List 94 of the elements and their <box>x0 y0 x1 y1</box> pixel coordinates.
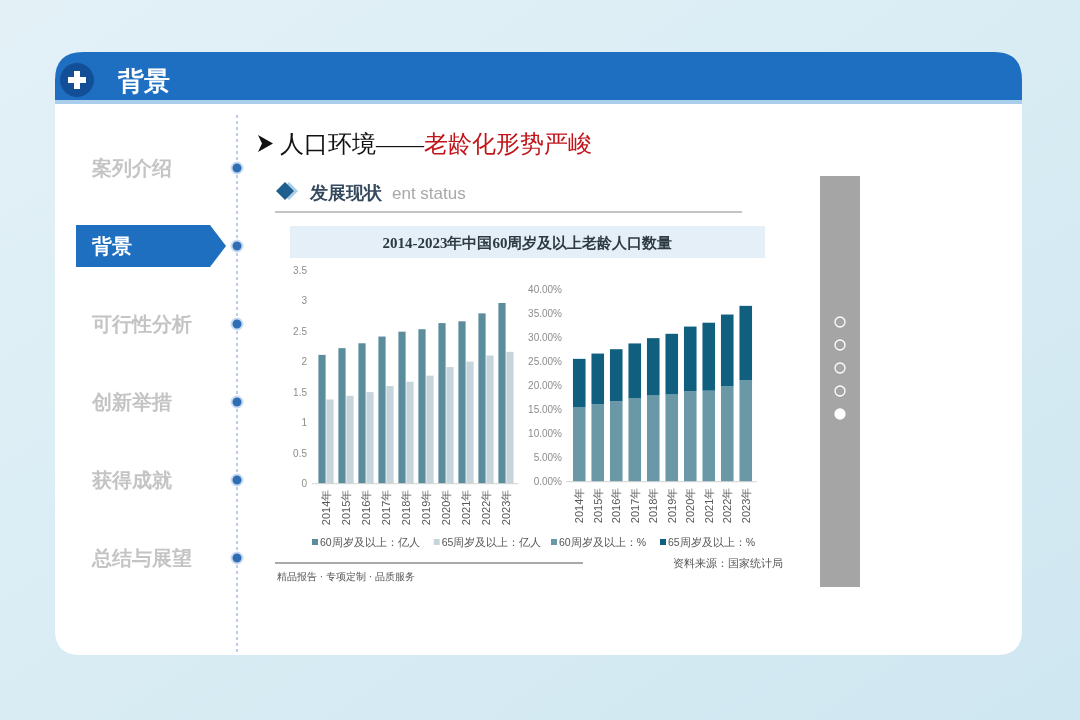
x-tick-label: 2017年 <box>628 487 641 524</box>
bar <box>398 331 406 484</box>
bar <box>478 313 486 484</box>
y-tick-label: 1.5 <box>293 386 308 398</box>
bar <box>646 395 660 482</box>
text: 资料来源：国家统计局 <box>673 557 783 569</box>
text: 背景 <box>91 235 132 257</box>
bar <box>366 392 374 484</box>
bar <box>386 386 394 484</box>
x-tick-label: 2016年 <box>610 487 623 524</box>
x-tick-label: 2019年 <box>665 487 678 524</box>
y-tick-label: 0.00% <box>533 476 563 488</box>
x-tick-label: 2014年 <box>320 489 332 526</box>
y-tick-label: 30.00% <box>528 331 563 343</box>
y-tick-label: 40.00% <box>528 283 563 295</box>
bar <box>609 349 623 402</box>
y-tick-label: 1 <box>301 417 308 429</box>
legend-label: 65周岁及以上：% <box>668 536 756 548</box>
chart-subtitle: 2014-2023年中国60周岁及以上老龄人口数量 <box>382 234 673 251</box>
bar <box>318 354 326 484</box>
bar <box>591 404 605 482</box>
text: 总结与展望 <box>91 547 192 569</box>
bar <box>358 343 366 484</box>
y-tick-label: 0.5 <box>293 447 308 459</box>
bar <box>646 338 660 396</box>
y-tick-label: 2.5 <box>293 325 308 337</box>
y-tick-label: 35.00% <box>528 307 563 319</box>
legend-label: 60周岁及以上：亿人 <box>320 536 420 548</box>
x-tick-label: 2022年 <box>721 487 734 524</box>
y-tick-label: 15.00% <box>528 403 563 415</box>
bar <box>739 305 753 381</box>
bar <box>702 322 716 391</box>
bar <box>572 407 586 482</box>
y-tick-label: 10.00% <box>528 428 563 440</box>
legend-label: 65周岁及以上：亿人 <box>441 536 542 548</box>
x-tick-label: 2020年 <box>440 489 452 526</box>
bar <box>438 323 446 484</box>
y-tick-label: 20.00% <box>528 379 563 391</box>
y-tick-label: 0 <box>301 478 308 490</box>
chart-title: 发展现状 <box>309 183 383 203</box>
x-tick-label: 2021年 <box>702 487 715 524</box>
bar <box>486 355 494 484</box>
bar <box>326 399 334 484</box>
text: 案列介绍 <box>91 157 172 179</box>
x-tick-label: 2018年 <box>647 487 660 524</box>
y-tick-label: 3.5 <box>293 264 308 276</box>
bar <box>446 367 454 484</box>
bar <box>572 358 586 408</box>
text: ent status <box>392 184 466 203</box>
x-tick-label: 2018年 <box>400 489 412 526</box>
bar <box>458 321 466 484</box>
bar <box>378 336 386 484</box>
x-tick-label: 2015年 <box>340 489 352 526</box>
text: 背景 <box>117 67 170 96</box>
bar <box>406 381 414 484</box>
bar <box>498 302 506 484</box>
bar <box>418 329 426 484</box>
text: 创新举措 <box>91 391 172 413</box>
bar <box>338 348 346 484</box>
bar <box>720 314 734 387</box>
y-tick-label: 5.00% <box>533 452 563 464</box>
bar <box>665 394 679 482</box>
text: 可行性分析 <box>91 313 192 335</box>
bar <box>739 380 753 482</box>
bar <box>426 375 434 484</box>
x-tick-label: 2022年 <box>480 489 492 526</box>
x-tick-label: 2014年 <box>573 487 586 524</box>
y-tick-label: 25.00% <box>528 355 563 367</box>
x-tick-label: 2021年 <box>460 489 472 526</box>
x-tick-label: 2017年 <box>380 489 392 526</box>
bar <box>346 395 354 484</box>
bar <box>665 333 679 395</box>
bar <box>683 391 697 482</box>
bar <box>466 361 474 484</box>
x-tick-label: 2023年 <box>500 489 512 526</box>
bar <box>591 353 605 405</box>
text: 人口环境——老龄化形势严峻 <box>280 131 592 157</box>
bar <box>702 390 716 482</box>
x-tick-label: 2015年 <box>591 487 604 524</box>
x-tick-label: 2023年 <box>739 487 752 524</box>
bar <box>506 351 514 484</box>
bar <box>628 343 642 399</box>
text: 精品报告 · 专项定制 · 品质服务 <box>277 571 415 582</box>
x-tick-label: 2020年 <box>684 487 697 524</box>
legend-label: 60周岁及以上：% <box>559 536 647 548</box>
bar <box>683 326 697 392</box>
y-tick-label: 3 <box>301 295 308 307</box>
text: 获得成就 <box>91 469 172 491</box>
bar <box>628 398 642 482</box>
x-tick-label: 2016年 <box>360 489 372 526</box>
y-tick-label: 2 <box>301 356 308 368</box>
bar <box>609 401 623 482</box>
x-tick-label: 2019年 <box>420 489 432 526</box>
bar <box>720 386 734 482</box>
